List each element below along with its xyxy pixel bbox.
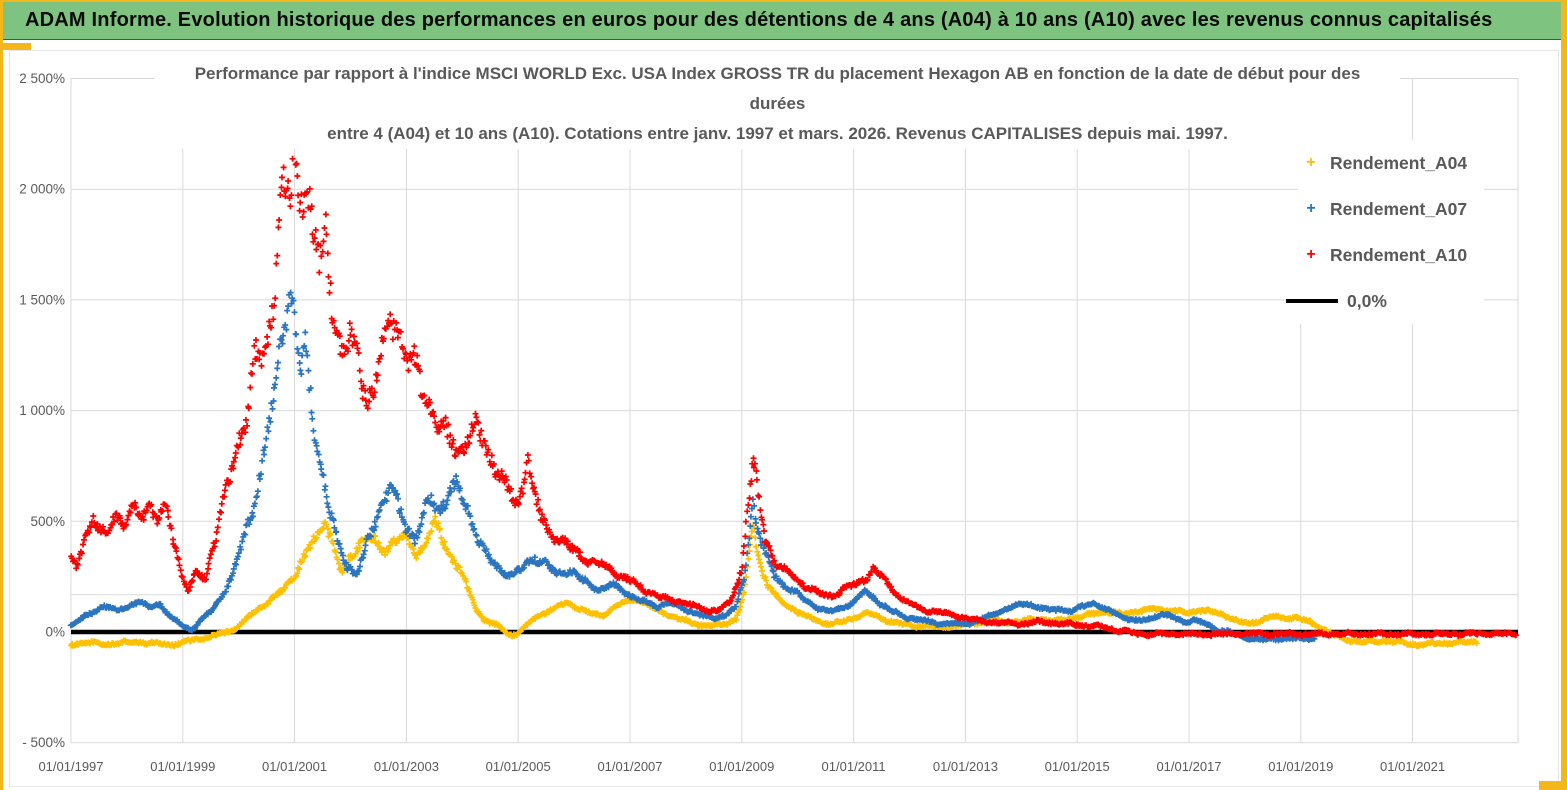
legend-label-zero: 0,0% bbox=[1347, 290, 1387, 311]
gold-corner-accent bbox=[1539, 781, 1561, 790]
x-axis-tick-label: 01/01/2017 bbox=[1156, 759, 1221, 774]
y-axis-tick-label: 1 000% bbox=[19, 403, 65, 418]
y-axis-tick-label: 0% bbox=[45, 625, 65, 640]
legend: + Rendement_A04 + Rendement_A07 + Rendem… bbox=[1286, 140, 1484, 324]
chart-title-line-1: Performance par rapport à l'indice MSCI … bbox=[194, 64, 1361, 83]
x-axis-tick-label: 01/01/1999 bbox=[150, 759, 215, 774]
plus-marker-icon-a04: + bbox=[1306, 154, 1316, 171]
y-axis-tick-label: 500% bbox=[30, 514, 65, 529]
series-rendement_a10 bbox=[68, 140, 1519, 640]
chart-title: Performance par rapport à l'indice MSCI … bbox=[155, 59, 1400, 149]
y-axis-tick-label: 2 000% bbox=[19, 182, 65, 197]
chart-title-line-3: entre 4 (A04) et 10 ans (A10). Cotations… bbox=[327, 124, 1228, 143]
legend-label-a07: Rendement_A07 bbox=[1330, 198, 1468, 219]
legend-item-rendement-a04: + Rendement_A04 bbox=[1298, 140, 1484, 186]
legend-label-a10: Rendement_A10 bbox=[1330, 244, 1468, 265]
x-axis-tick-label: 01/01/2005 bbox=[486, 759, 551, 774]
legend-item-zero-line: 0,0% bbox=[1286, 278, 1484, 324]
legend-item-rendement-a07: + Rendement_A07 bbox=[1298, 186, 1484, 232]
chart-title-line-2: durées bbox=[749, 94, 806, 113]
x-axis-tick-label: 01/01/2015 bbox=[1045, 759, 1110, 774]
x-axis-tick-label: 01/01/2007 bbox=[597, 759, 662, 774]
legend-item-rendement-a10: + Rendement_A10 bbox=[1298, 232, 1484, 278]
y-axis-tick-label: 2 500% bbox=[19, 71, 65, 86]
y-axis-tick-label: - 500% bbox=[22, 735, 65, 750]
zero-line-swatch-icon bbox=[1286, 299, 1338, 303]
x-axis-tick-label: 01/01/2001 bbox=[262, 759, 327, 774]
y-axis-tick-label: 1 500% bbox=[19, 292, 65, 307]
header-banner: ADAM Informe. Evolution historique des p… bbox=[3, 2, 1561, 40]
x-axis-tick-label: 01/01/2003 bbox=[374, 759, 439, 774]
x-axis-tick-label: 01/01/2011 bbox=[822, 759, 886, 774]
header-title: ADAM Informe. Evolution historique des p… bbox=[25, 9, 1493, 31]
x-axis-tick-label: 01/01/1997 bbox=[38, 759, 103, 774]
plus-marker-icon-a07: + bbox=[1306, 200, 1316, 217]
x-axis-tick-label: 01/01/2009 bbox=[709, 759, 774, 774]
x-axis-tick-label: 01/01/2019 bbox=[1268, 759, 1333, 774]
x-axis-tick-label: 01/01/2021 bbox=[1380, 759, 1445, 774]
performance-scatter-chart: 2 500% 2 000% 1 500% 1 000% 500% 0% - 500% 01/0… bbox=[19, 71, 1519, 774]
legend-label-a04: Rendement_A04 bbox=[1330, 152, 1468, 173]
plus-marker-icon-a10: + bbox=[1306, 246, 1316, 263]
x-axis-tick-label: 01/01/2013 bbox=[933, 759, 998, 774]
gold-accent-dash bbox=[3, 43, 31, 50]
